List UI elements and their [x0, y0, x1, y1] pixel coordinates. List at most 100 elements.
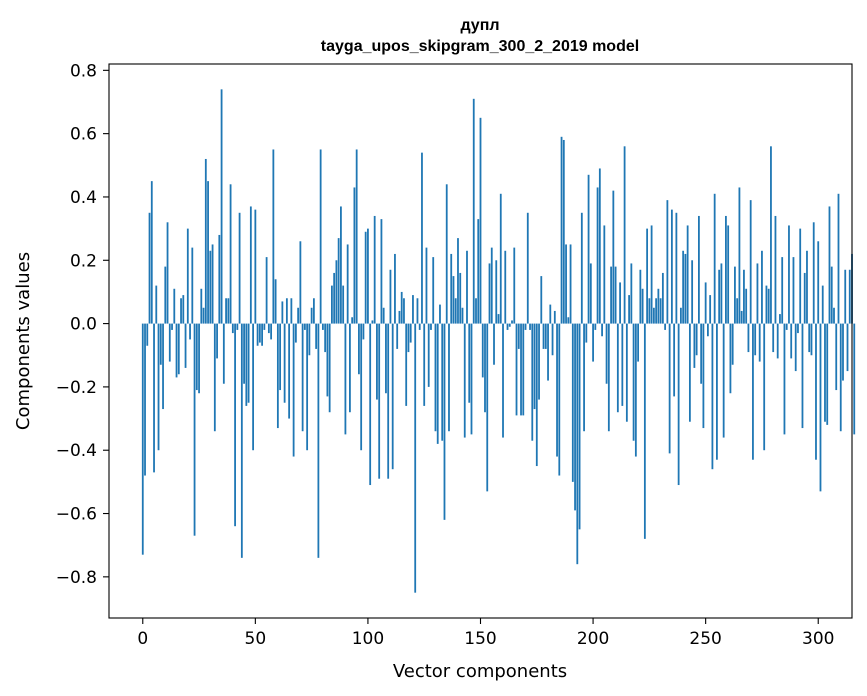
- bar-160: [502, 323, 504, 438]
- bar-259: [725, 215, 727, 324]
- bar-64: [285, 298, 288, 324]
- bar-182: [551, 323, 554, 356]
- bar-302: [821, 285, 824, 324]
- bar-228: [655, 298, 658, 324]
- bar-123: [418, 323, 421, 330]
- bar-31: [211, 244, 214, 324]
- bar-225: [648, 298, 651, 324]
- bar-223: [643, 323, 646, 539]
- bar-241: [684, 253, 687, 324]
- bar-231: [661, 272, 664, 324]
- y-tick-label: −0.6: [56, 505, 97, 525]
- bar-56: [267, 323, 270, 334]
- bar-40: [231, 323, 234, 334]
- bar-140: [457, 238, 459, 324]
- plot-frame: [108, 63, 853, 619]
- bar-63: [283, 323, 286, 403]
- bar-256: [718, 269, 721, 324]
- bar-110: [389, 269, 392, 324]
- bar-92: [349, 323, 351, 413]
- bar-46: [245, 323, 248, 406]
- bar-173: [531, 323, 534, 441]
- bar-291: [797, 323, 799, 334]
- bar-248: [700, 323, 703, 384]
- bar-172: [529, 323, 531, 330]
- bar-91: [346, 244, 349, 324]
- bar-294: [803, 272, 806, 324]
- bar-43: [238, 212, 241, 324]
- bar-174: [533, 323, 536, 410]
- bar-307: [833, 307, 835, 324]
- bar-290: [794, 323, 797, 372]
- bar-308: [835, 323, 838, 391]
- bar-5: [153, 323, 155, 473]
- bar-144: [466, 250, 468, 324]
- bar-52: [258, 323, 261, 343]
- bar-184: [556, 323, 558, 457]
- bar-32: [213, 323, 216, 432]
- bar-53: [261, 323, 263, 346]
- bar-109: [387, 323, 390, 479]
- bar-41: [234, 323, 236, 527]
- bar-221: [639, 269, 642, 324]
- bar-229: [657, 288, 660, 324]
- bar-101: [369, 323, 372, 486]
- bar-134: [443, 323, 446, 520]
- bar-68: [294, 323, 297, 343]
- bar-122: [416, 298, 419, 324]
- bar-314: [848, 269, 851, 324]
- bar-12: [168, 323, 171, 362]
- bar-288: [790, 323, 793, 359]
- bar-286: [785, 323, 788, 330]
- bar-187: [562, 139, 565, 324]
- bar-273: [756, 263, 759, 324]
- bar-218: [632, 323, 635, 441]
- bar-219: [634, 323, 637, 457]
- bar-270: [749, 200, 752, 324]
- bar-33: [216, 323, 218, 359]
- bar-185: [558, 323, 561, 476]
- bar-29: [207, 181, 209, 324]
- bar-90: [344, 323, 347, 435]
- bar-105: [378, 323, 381, 479]
- bar-247: [698, 215, 700, 324]
- bar-50: [254, 209, 257, 324]
- bar-78: [317, 323, 320, 558]
- bar-202: [596, 187, 599, 324]
- bar-146: [470, 323, 473, 435]
- bar-165: [513, 247, 516, 324]
- bar-212: [619, 282, 621, 324]
- bar-215: [625, 323, 628, 422]
- bar-120: [412, 295, 414, 324]
- bar-95: [355, 149, 358, 324]
- bar-251: [707, 323, 709, 337]
- bar-124: [421, 152, 423, 324]
- bar-77: [315, 323, 318, 349]
- bar-283: [779, 314, 781, 324]
- bar-93: [351, 317, 354, 324]
- bar-159: [499, 193, 502, 324]
- bar-35: [220, 89, 223, 324]
- y-axis-ticks: −0.8 −0.6 −0.4 −0.2 0.0 0.2 0.4 0.6 0.8: [56, 61, 109, 588]
- bar-14: [173, 288, 176, 324]
- bar-179: [544, 323, 547, 349]
- bar-304: [826, 323, 829, 425]
- bar-69: [297, 307, 300, 324]
- y-tick-label: 0.6: [70, 125, 97, 145]
- bar-19: [184, 323, 187, 368]
- bar-306: [830, 266, 833, 324]
- bar-10: [164, 266, 167, 324]
- bar-301: [819, 323, 822, 492]
- bar-145: [468, 323, 471, 403]
- bar-176: [538, 323, 540, 400]
- bar-316: [853, 323, 856, 435]
- bar-18: [182, 295, 185, 324]
- bar-127: [427, 323, 430, 387]
- bar-62: [281, 301, 284, 324]
- x-tick-label: 50: [245, 629, 267, 649]
- bar-163: [508, 323, 511, 327]
- bar-298: [812, 222, 815, 324]
- bar-7: [157, 323, 160, 451]
- bar-311: [842, 323, 844, 381]
- bar-67: [292, 323, 295, 457]
